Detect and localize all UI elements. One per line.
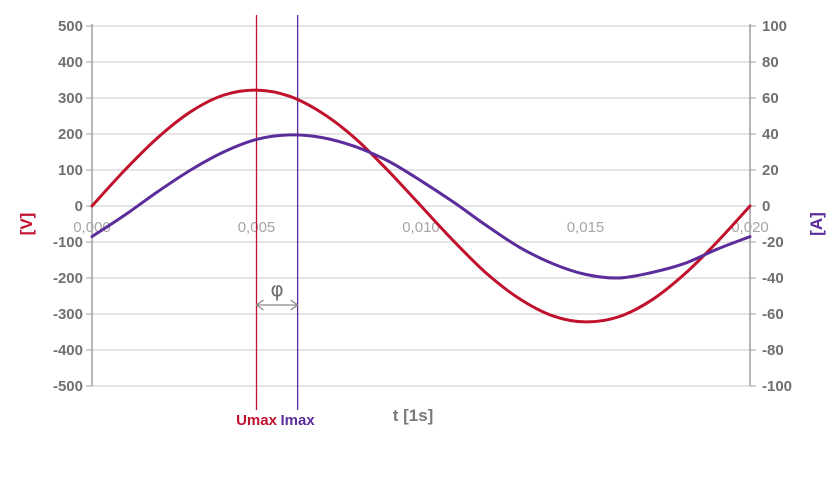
left-tick-label: -400: [53, 342, 83, 359]
right-tick-label: -40: [762, 270, 784, 287]
x-tick-label: 0,010: [402, 219, 440, 236]
right-tick-label: 0: [762, 198, 770, 215]
phi-annotation: φ: [255, 277, 299, 311]
right-tick-label: -100: [762, 378, 792, 395]
phi-label: φ: [270, 277, 283, 301]
left-tick-label: 300: [58, 90, 83, 107]
current-series-line: [90, 133, 752, 280]
left-tick-label: -300: [53, 306, 83, 323]
x-tick-label: 0,020: [731, 219, 769, 236]
right-tick-label: 40: [762, 126, 779, 143]
y-axis-title-voltage: [V]: [17, 213, 36, 236]
series-lines: [90, 88, 752, 324]
left-tick-label: 0: [75, 198, 83, 215]
right-tick-label: 20: [762, 162, 779, 179]
left-tick-label: 500: [58, 18, 83, 35]
left-tick-label: 400: [58, 54, 83, 71]
right-tick-label: 100: [762, 18, 787, 35]
phi-arrow-left-head: [255, 299, 264, 311]
left-tick-label: -200: [53, 270, 83, 287]
left-tick-label: 200: [58, 126, 83, 143]
left-tick-label: -100: [53, 234, 83, 251]
x-axis-title: t [1s]: [393, 406, 434, 425]
right-tick-label: 80: [762, 54, 779, 71]
max-marker-label: Umax: [236, 412, 278, 429]
right-tick-label: 60: [762, 90, 779, 107]
phi-arrow-right-head: [290, 299, 299, 311]
left-tick-label: -500: [53, 378, 83, 395]
max-marker-label: Imax: [281, 412, 316, 429]
voltage-series-line: [90, 88, 752, 324]
left-tick-label: 100: [58, 162, 83, 179]
x-tick-label: 0,015: [567, 219, 605, 236]
right-tick-label: -20: [762, 234, 784, 251]
right-tick-label: -60: [762, 306, 784, 323]
max-markers: Umax Imax: [236, 15, 315, 429]
y-axis-title-current: [A]: [807, 212, 826, 236]
right-tick-label: -80: [762, 342, 784, 359]
